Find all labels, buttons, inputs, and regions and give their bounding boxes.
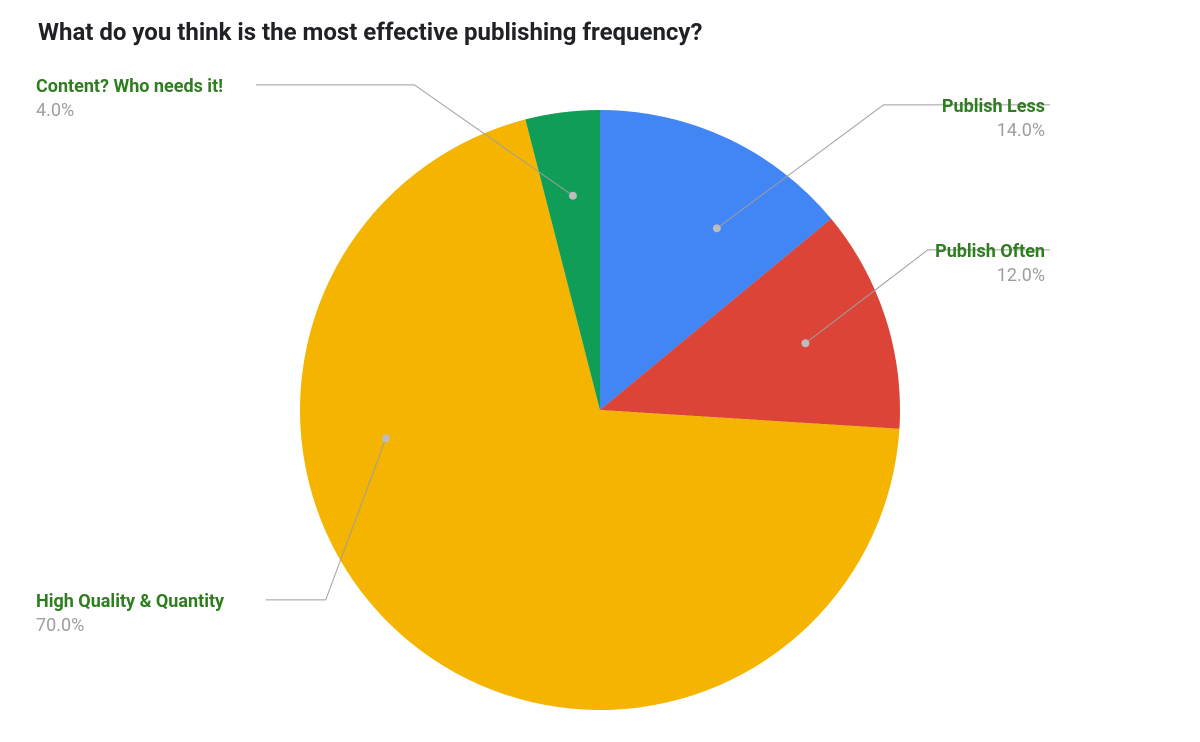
slice-value: 14.0% [942,119,1045,143]
slice-callout: Content? Who needs it!4.0% [36,75,223,124]
slice-callout: High Quality & Quantity70.0% [36,590,224,639]
pie-slices [300,110,900,710]
leader-anchor-dot [382,434,390,442]
leader-anchor-dot [801,339,809,347]
slice-label: High Quality & Quantity [36,590,224,614]
slice-label: Content? Who needs it! [36,75,223,99]
leader-anchor-dot [569,192,577,200]
slice-label: Publish Less [942,95,1045,119]
slice-callout: Publish Less14.0% [942,95,1045,144]
leader-anchor-dot [713,224,721,232]
slice-callout: Publish Often12.0% [935,240,1045,289]
slice-value: 70.0% [36,614,224,638]
slice-value: 12.0% [935,264,1045,288]
slice-label: Publish Often [935,240,1045,264]
slice-value: 4.0% [36,99,223,123]
pie-chart-container: What do you think is the most effective … [0,0,1200,742]
